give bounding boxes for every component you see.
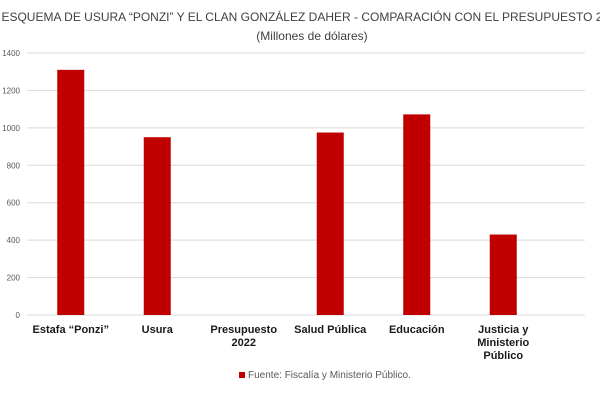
y-tick-label: 1400 — [2, 49, 20, 58]
bar — [316, 132, 344, 315]
x-tick-label: Justicia y Ministerio Público — [477, 324, 529, 362]
x-axis-labels: Estafa “Ponzi” Usura Presupuesto 2022 Salud … — [33, 324, 530, 362]
bar — [143, 137, 171, 315]
legend-label: Fuente: Fiscalía y Ministerio Público. — [248, 370, 411, 381]
y-tick-label: 400 — [7, 236, 21, 245]
x-tick-label: Salud Pública — [294, 324, 367, 336]
y-axis-ticks: 0 200 400 600 800 1000 1200 1400 — [2, 49, 20, 320]
legend-swatch — [239, 372, 245, 378]
y-tick-label: 800 — [7, 161, 21, 170]
legend: Fuente: Fiscalía y Ministerio Público. — [239, 370, 411, 381]
bar — [489, 234, 517, 315]
y-tick-label: 200 — [7, 274, 21, 283]
bars — [57, 69, 517, 315]
chart-title: ESQUEMA DE USURA “PONZI” Y EL CLAN GONZÁ… — [1, 9, 600, 24]
x-tick-label: Estafa “Ponzi” — [33, 324, 109, 336]
y-tick-label: 0 — [16, 311, 21, 320]
x-tick-label: Presupuesto 2022 — [210, 324, 277, 349]
x-tick-label: Educación — [389, 324, 445, 336]
y-tick-label: 1200 — [2, 86, 20, 95]
x-tick-label: Usura — [142, 324, 174, 336]
y-tick-label: 1000 — [2, 124, 20, 133]
y-tick-label: 600 — [7, 199, 21, 208]
bar — [403, 114, 431, 315]
chart-subtitle: (Millones de dólares) — [256, 29, 367, 43]
gridlines — [27, 52, 585, 316]
bar — [57, 69, 85, 315]
